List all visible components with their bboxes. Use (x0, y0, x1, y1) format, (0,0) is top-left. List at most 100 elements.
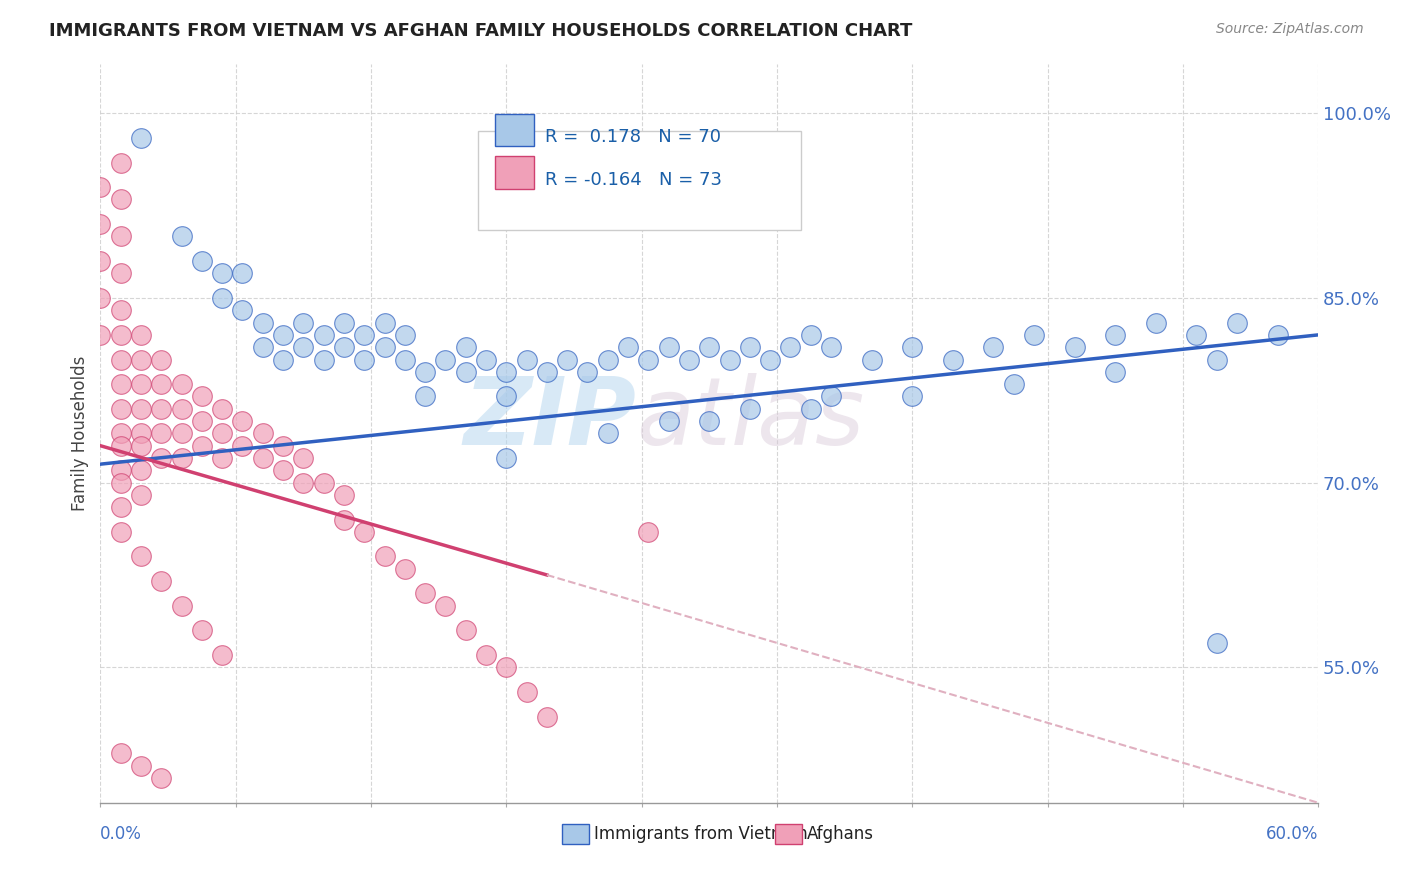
Point (1104, 365, 1126, 379)
Point (292, 475, 315, 490)
Text: IMMIGRANTS FROM VIETNAM VS AFGHAN FAMILY HOUSEHOLDS CORRELATION CHART: IMMIGRANTS FROM VIETNAM VS AFGHAN FAMILY… (49, 22, 912, 40)
Point (738, 401, 761, 416)
Point (718, 352, 741, 367)
Point (536, 709, 558, 723)
FancyBboxPatch shape (478, 130, 800, 230)
Point (637, 352, 659, 367)
Point (1205, 635, 1227, 649)
Point (271, 463, 294, 477)
Point (637, 524, 659, 539)
Point (353, 327, 375, 342)
Point (779, 340, 801, 354)
Point (110, 377, 132, 392)
Point (211, 450, 233, 465)
Point (110, 747, 132, 761)
Point (89, 254, 111, 268)
Point (658, 340, 681, 354)
Point (353, 352, 375, 367)
Point (860, 352, 883, 367)
Point (1185, 327, 1208, 342)
Point (110, 303, 132, 318)
Point (150, 771, 173, 785)
Point (211, 426, 233, 441)
Point (434, 599, 457, 613)
Point (211, 291, 233, 305)
Point (1205, 352, 1227, 367)
Point (1022, 327, 1045, 342)
Point (252, 426, 274, 441)
Point (1144, 316, 1167, 330)
Text: ZIP: ZIP (464, 373, 636, 465)
Point (110, 352, 132, 367)
Point (738, 340, 761, 354)
Point (536, 365, 558, 379)
Point (983, 340, 1005, 354)
Point (475, 352, 498, 367)
Point (800, 401, 823, 416)
Point (150, 574, 173, 588)
Point (129, 131, 152, 145)
Point (658, 414, 681, 428)
Point (759, 352, 782, 367)
Point (555, 352, 578, 367)
Point (820, 389, 842, 403)
Point (129, 426, 152, 441)
Point (191, 254, 214, 268)
Point (942, 352, 965, 367)
Point (129, 327, 152, 342)
Point (110, 229, 132, 244)
Point (353, 524, 375, 539)
Point (800, 327, 823, 342)
Point (110, 426, 132, 441)
Point (495, 365, 517, 379)
Point (495, 450, 517, 465)
Point (211, 648, 233, 662)
Point (231, 266, 253, 280)
Point (170, 426, 193, 441)
Point (373, 340, 395, 354)
Y-axis label: Family Households: Family Households (72, 356, 89, 511)
Point (697, 414, 720, 428)
Text: Source: ZipAtlas.com: Source: ZipAtlas.com (1216, 22, 1364, 37)
Point (170, 450, 193, 465)
Point (495, 389, 517, 403)
Point (231, 414, 253, 428)
Point (110, 524, 132, 539)
Point (110, 193, 132, 207)
Point (110, 439, 132, 453)
Point (150, 450, 173, 465)
Point (394, 327, 416, 342)
Point (170, 599, 193, 613)
Point (191, 389, 214, 403)
Point (495, 660, 517, 674)
Point (110, 266, 132, 280)
Point (454, 624, 477, 638)
Point (211, 401, 233, 416)
Point (150, 426, 173, 441)
Point (110, 475, 132, 490)
Point (252, 340, 274, 354)
Point (901, 340, 924, 354)
Point (89, 180, 111, 194)
FancyBboxPatch shape (562, 824, 589, 844)
Point (1002, 377, 1025, 392)
Point (150, 377, 173, 392)
Point (617, 340, 640, 354)
Point (110, 401, 132, 416)
Point (129, 401, 152, 416)
Point (150, 352, 173, 367)
Point (231, 439, 253, 453)
Point (1226, 316, 1249, 330)
Point (1104, 327, 1126, 342)
Point (110, 327, 132, 342)
Point (413, 365, 436, 379)
Point (129, 352, 152, 367)
Point (697, 340, 720, 354)
Point (292, 340, 315, 354)
Text: R =  0.178   N = 70: R = 0.178 N = 70 (546, 128, 721, 146)
Point (170, 229, 193, 244)
Point (312, 352, 335, 367)
Point (110, 463, 132, 477)
Point (129, 549, 152, 564)
Point (576, 365, 599, 379)
